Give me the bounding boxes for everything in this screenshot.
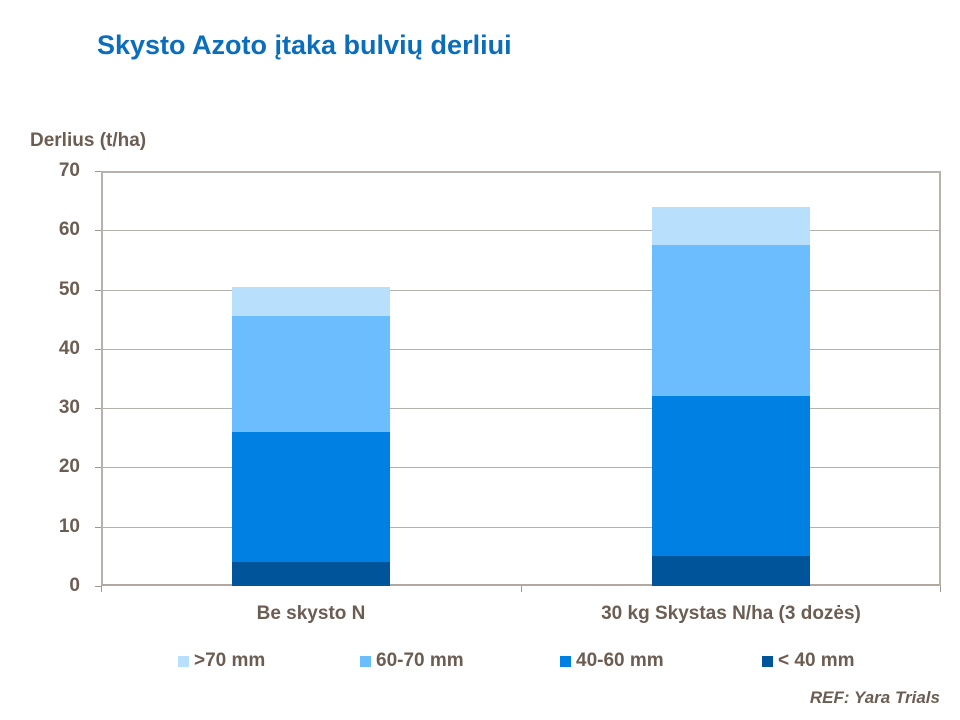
y-tick-label: 0 xyxy=(69,575,80,596)
bar-segment xyxy=(232,562,390,586)
legend-swatch-icon xyxy=(360,655,371,667)
legend-label: >70 mm xyxy=(194,650,266,671)
y-tick xyxy=(95,171,101,172)
gridline xyxy=(103,230,939,232)
legend-label: 60-70 mm xyxy=(376,650,464,671)
legend-item: < 40 mm xyxy=(762,650,855,672)
bar-segment xyxy=(652,206,810,246)
gridline xyxy=(103,526,939,528)
y-tick xyxy=(95,526,101,528)
legend-swatch-icon xyxy=(560,655,571,667)
y-tick xyxy=(95,289,101,291)
legend-item: 60-70 mm xyxy=(360,650,464,672)
x-tick xyxy=(940,586,941,592)
y-tick-label: 10 xyxy=(58,515,80,537)
legend-swatch-icon xyxy=(178,655,189,667)
y-tick xyxy=(95,348,101,350)
x-category-label: Be skysto N xyxy=(256,603,366,624)
bar-segment xyxy=(232,431,390,563)
stacked-bar xyxy=(232,171,390,586)
plot-area xyxy=(101,171,941,586)
chart-title: Skysto Azoto įtaka bulvių derliui xyxy=(97,30,512,60)
bar-segment xyxy=(652,556,810,586)
bar-segment xyxy=(232,286,390,317)
gridline xyxy=(103,289,939,291)
y-tick xyxy=(95,230,101,232)
stacked-bar xyxy=(652,171,810,586)
gridline xyxy=(103,408,939,410)
legend-item: >70 mm xyxy=(178,650,265,672)
y-tick-label: 20 xyxy=(58,456,80,478)
y-tick-label: 60 xyxy=(58,219,80,241)
y-tick xyxy=(95,467,101,469)
y-tick-label: 40 xyxy=(58,337,80,359)
bar-segment xyxy=(652,396,810,557)
legend-swatch-icon xyxy=(762,655,773,667)
gridline xyxy=(103,348,939,350)
x-tick xyxy=(521,586,522,592)
legend-label: < 40 mm xyxy=(778,650,855,671)
y-tick xyxy=(95,586,101,587)
y-tick-label: 70 xyxy=(58,160,80,181)
y-tick xyxy=(95,408,101,410)
x-tick xyxy=(101,586,102,592)
bar-segment xyxy=(232,316,390,432)
legend-item: 40-60 mm xyxy=(560,650,664,672)
y-tick-label: 50 xyxy=(58,278,80,300)
y-tick-label: 30 xyxy=(58,397,80,419)
legend-label: 40-60 mm xyxy=(576,650,664,671)
bar-segment xyxy=(652,245,810,397)
gridline xyxy=(103,467,939,469)
y-axis-title: Derlius (t/ha) xyxy=(30,130,147,151)
x-category-label: 30 kg Skystas N/ha (3 dozės) xyxy=(601,603,861,624)
reference-note: REF: Yara Trials xyxy=(809,688,940,707)
